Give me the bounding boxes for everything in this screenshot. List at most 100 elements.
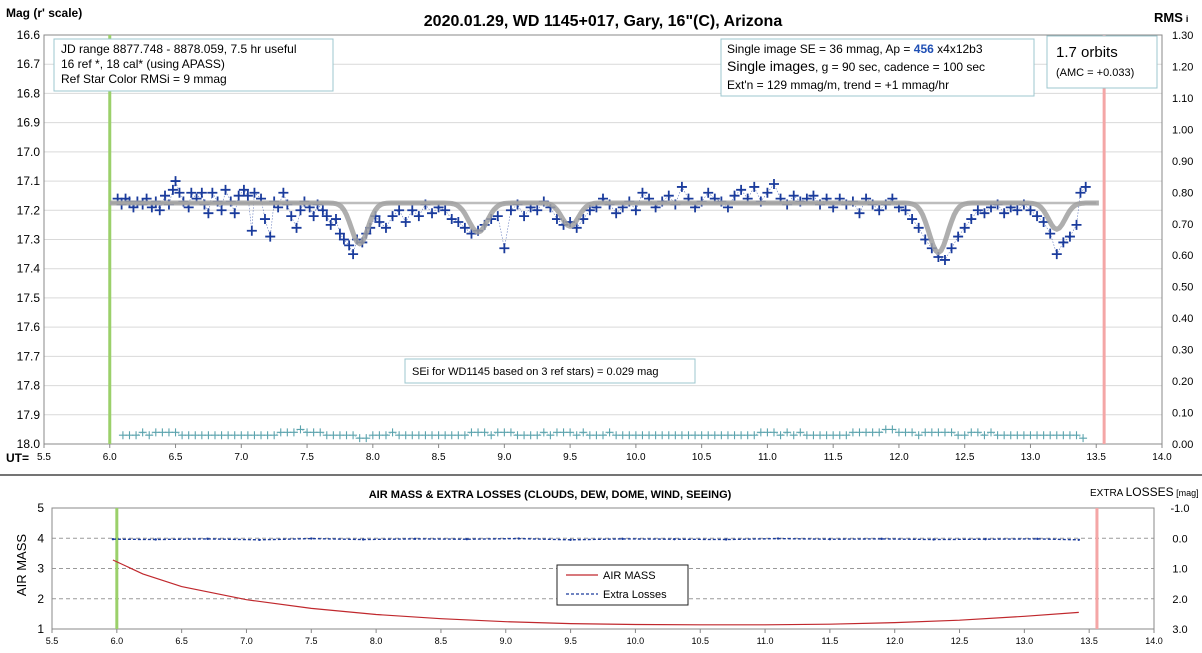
rms-point [296,425,305,434]
magnitude-point [400,216,411,227]
sei-label: SEi for WD1145 based on 3 ref stars) = 0… [412,366,659,378]
magnitude-point [1075,187,1086,198]
info-line-2: 16 ref *, 18 cal* (using APASS) [61,57,225,71]
y2-tick-labels: -1.0 0.0 1.0 2.0 3.0 [1171,503,1190,636]
airmass-line [112,559,1079,626]
y2-tick-label: 0.90 [1172,156,1193,168]
magnitude-point [939,254,950,265]
y-tick-label: 16.9 [17,116,41,130]
rms-point [533,431,542,440]
magnitude-point [1058,237,1069,248]
airmass-title: AIR MASS & EXTRA LOSSES (CLOUDS, DEW, DO… [369,489,732,501]
magnitude-point [154,205,165,216]
extra-losses-point [932,538,935,541]
lightcurve-chart: 2020.01.29, WD 1145+017, Gary, 16"(C), A… [6,6,1193,465]
magnitude-point [1071,219,1082,230]
se-box: Single image SE = 36 mmag, Ap = 456 x4x1… [720,38,1035,97]
x-tick-label: 12.5 [955,452,975,463]
plot-frame [51,507,1155,630]
extra-losses-point [465,537,469,541]
y2-tick-label: 2.0 [1172,594,1187,606]
x-tick-label: 8.0 [366,452,380,463]
rms-point [842,431,851,440]
y2-tick-label: 0.30 [1172,345,1193,357]
magnitude-point [900,205,911,216]
magnitude-point [249,187,260,198]
y2-tick-label: 1.00 [1172,124,1193,136]
magnitude-point [427,208,438,219]
orbits-box-frame [1046,35,1158,89]
se-line-2: Single images, g = 90 sec, cadence = 100… [727,58,985,74]
magnitude-point [186,187,197,198]
magnitude-point [330,214,341,225]
rms-point [316,428,325,437]
magnitude-point [637,187,648,198]
rms-point [789,431,798,440]
magnitude-point [380,222,391,233]
x-tick-label: 9.0 [497,452,511,463]
magnitude-point [854,208,865,219]
x-tick-label: 8.5 [432,452,446,463]
extra-losses-point [258,538,261,541]
magnitude-point [762,187,773,198]
magnitude-point [242,190,253,201]
magnitude-point [196,187,207,198]
magnitude-point [167,184,178,195]
magnitude-point [216,205,227,216]
x-tick-labels: 5.5 6.0 6.5 7.0 7.5 8.0 8.5 9.0 9.5 10.0 10.5 11.0 1… [46,636,1163,646]
y-tick-label: 17.0 [17,145,41,159]
y-tick-label: 16.6 [17,28,41,42]
dip-model-curve [109,200,1099,256]
magnitude-point [387,211,398,222]
y-tick-label: 4 [37,531,44,545]
x-tick-label: 9.5 [563,452,577,463]
magnitude-point [953,231,964,242]
rms-point [1079,434,1088,443]
magnitude-point [407,205,418,216]
x-tick-labels: 5.5 6.0 6.5 7.0 7.5 8.0 8.5 9.0 9.5 10.0 10.5 11.0 1… [37,452,1172,463]
y2-tick-label: 3.0 [1172,624,1187,636]
x-tick-label: 7.0 [240,636,253,646]
extra-losses-point [206,537,209,541]
extra-losses-point [673,537,676,541]
rms-point [987,428,996,437]
y-tick-label: 16.7 [17,57,41,71]
x-tick-label: 6.0 [111,636,124,646]
rms-point [908,428,917,437]
extra-losses-point [776,537,780,540]
y2-tick-label: 0.20 [1172,376,1193,388]
x-tick-label: 11.0 [757,636,774,646]
se-box-frame [720,38,1035,97]
y-tick-label: 18.0 [17,437,41,451]
magnitude-point [238,184,249,195]
x-tick-label: 14.0 [1145,636,1163,646]
rms-point [875,428,884,437]
y-tick-label: 2 [37,592,44,606]
y2-tick-label: 0.80 [1172,187,1193,199]
x-tick-label: 10.0 [626,452,646,463]
magnitude-point [907,214,918,225]
extra-losses-point [517,537,520,540]
se-line-1: Single image SE = 36 mmag, Ap = 456 x4x1… [727,42,983,56]
x-tick-label: 6.5 [175,636,188,646]
rms-point [947,428,956,437]
se-line-3: Ext'n = 129 mmag/m, trend = +1 mmag/hr [727,78,949,92]
rms-point [349,431,358,440]
y-tick-labels: 5 4 3 2 1 [37,501,44,636]
extra-losses-point [984,537,987,541]
y2-tick-label: 0.50 [1172,282,1193,294]
y2-tick-label: 0.70 [1172,219,1193,231]
rms-point [783,428,792,437]
chart-title: 2020.01.29, WD 1145+017, Gary, 16"(C), A… [424,13,783,30]
rms-point [579,428,588,437]
rms-point [388,428,397,437]
y-tick-label: 16.8 [17,86,41,100]
plot-frame [43,34,1163,445]
amc-label: (AMC = +0.033) [1056,67,1134,79]
x-tick-label: 7.5 [300,452,314,463]
x-tick-label: 6.5 [169,452,183,463]
model-curve [109,200,1099,256]
y-tick-label: 17.7 [17,349,41,363]
magnitude-point [874,205,885,216]
